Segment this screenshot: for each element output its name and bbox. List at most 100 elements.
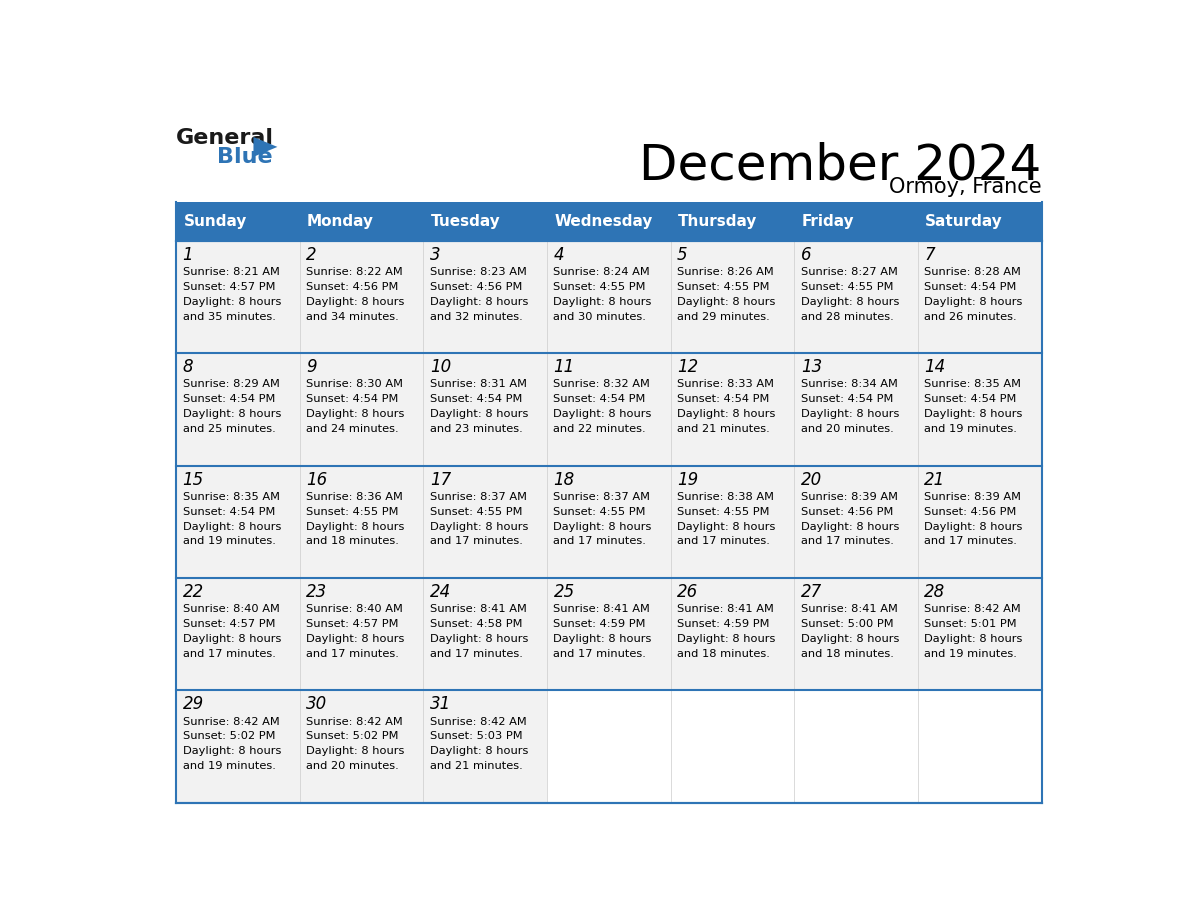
- Text: Sunrise: 8:41 AM: Sunrise: 8:41 AM: [801, 604, 898, 614]
- Text: Sunset: 4:54 PM: Sunset: 4:54 PM: [554, 395, 646, 404]
- Text: Daylight: 8 hours: Daylight: 8 hours: [924, 634, 1023, 644]
- Text: Daylight: 8 hours: Daylight: 8 hours: [430, 409, 529, 420]
- Text: Sunrise: 8:31 AM: Sunrise: 8:31 AM: [430, 379, 526, 389]
- Text: 29: 29: [183, 696, 204, 713]
- Text: Sunset: 4:57 PM: Sunset: 4:57 PM: [183, 282, 276, 292]
- Text: Sunset: 4:59 PM: Sunset: 4:59 PM: [554, 619, 646, 629]
- Polygon shape: [253, 137, 278, 157]
- Text: and 18 minutes.: and 18 minutes.: [677, 649, 770, 659]
- Text: Daylight: 8 hours: Daylight: 8 hours: [554, 634, 652, 644]
- Text: and 17 minutes.: and 17 minutes.: [183, 649, 276, 659]
- Text: Sunset: 4:54 PM: Sunset: 4:54 PM: [183, 395, 274, 404]
- Text: Sunrise: 8:39 AM: Sunrise: 8:39 AM: [801, 492, 898, 502]
- Text: Blue: Blue: [216, 147, 272, 167]
- Bar: [918, 578, 1042, 690]
- Bar: [299, 578, 423, 690]
- Bar: [918, 353, 1042, 465]
- Text: Sunset: 5:02 PM: Sunset: 5:02 PM: [183, 732, 276, 742]
- Text: Daylight: 8 hours: Daylight: 8 hours: [677, 297, 776, 307]
- Bar: [299, 202, 423, 241]
- Bar: [671, 202, 795, 241]
- Bar: [671, 353, 795, 465]
- Text: Sunset: 4:54 PM: Sunset: 4:54 PM: [677, 395, 770, 404]
- Text: Sunset: 4:55 PM: Sunset: 4:55 PM: [554, 282, 646, 292]
- Text: 17: 17: [430, 471, 451, 488]
- Text: December 2024: December 2024: [639, 142, 1042, 190]
- Text: and 17 minutes.: and 17 minutes.: [430, 536, 523, 546]
- Text: Sunset: 4:54 PM: Sunset: 4:54 PM: [307, 395, 399, 404]
- Text: and 18 minutes.: and 18 minutes.: [801, 649, 893, 659]
- Text: 5: 5: [677, 246, 688, 263]
- Text: 10: 10: [430, 358, 451, 376]
- Bar: [299, 465, 423, 578]
- Text: Sunset: 5:00 PM: Sunset: 5:00 PM: [801, 619, 893, 629]
- Text: 8: 8: [183, 358, 194, 376]
- Text: Sunset: 5:02 PM: Sunset: 5:02 PM: [307, 732, 399, 742]
- Text: 20: 20: [801, 471, 822, 488]
- Text: and 19 minutes.: and 19 minutes.: [183, 536, 276, 546]
- Text: 11: 11: [554, 358, 575, 376]
- Text: and 17 minutes.: and 17 minutes.: [677, 536, 770, 546]
- Text: 24: 24: [430, 583, 451, 601]
- Text: Sunrise: 8:40 AM: Sunrise: 8:40 AM: [183, 604, 279, 614]
- Text: 7: 7: [924, 246, 935, 263]
- Text: 12: 12: [677, 358, 699, 376]
- Text: Daylight: 8 hours: Daylight: 8 hours: [183, 409, 280, 420]
- Text: Sunset: 4:58 PM: Sunset: 4:58 PM: [430, 619, 523, 629]
- Text: 31: 31: [430, 696, 451, 713]
- Text: Daylight: 8 hours: Daylight: 8 hours: [924, 521, 1023, 532]
- Text: Daylight: 8 hours: Daylight: 8 hours: [801, 409, 899, 420]
- Text: Sunrise: 8:42 AM: Sunrise: 8:42 AM: [307, 717, 403, 727]
- Text: Sunset: 4:55 PM: Sunset: 4:55 PM: [307, 507, 399, 517]
- Bar: [176, 202, 299, 241]
- Text: Sunrise: 8:41 AM: Sunrise: 8:41 AM: [554, 604, 650, 614]
- Text: and 20 minutes.: and 20 minutes.: [307, 761, 399, 771]
- Bar: [671, 465, 795, 578]
- Text: Sunrise: 8:21 AM: Sunrise: 8:21 AM: [183, 267, 279, 277]
- Text: Daylight: 8 hours: Daylight: 8 hours: [183, 634, 280, 644]
- Bar: [795, 241, 918, 353]
- Text: Daylight: 8 hours: Daylight: 8 hours: [677, 409, 776, 420]
- Text: Sunrise: 8:33 AM: Sunrise: 8:33 AM: [677, 379, 775, 389]
- Text: and 17 minutes.: and 17 minutes.: [430, 649, 523, 659]
- Text: and 17 minutes.: and 17 minutes.: [924, 536, 1017, 546]
- Text: and 17 minutes.: and 17 minutes.: [554, 536, 646, 546]
- Bar: [299, 241, 423, 353]
- Text: Sunrise: 8:32 AM: Sunrise: 8:32 AM: [554, 379, 650, 389]
- Text: and 23 minutes.: and 23 minutes.: [430, 424, 523, 434]
- Text: Daylight: 8 hours: Daylight: 8 hours: [183, 521, 280, 532]
- Text: Sunset: 4:54 PM: Sunset: 4:54 PM: [430, 395, 523, 404]
- Text: Ormoy, France: Ormoy, France: [889, 177, 1042, 197]
- Text: Daylight: 8 hours: Daylight: 8 hours: [307, 297, 405, 307]
- Text: Daylight: 8 hours: Daylight: 8 hours: [430, 521, 529, 532]
- Text: Tuesday: Tuesday: [431, 214, 500, 229]
- Text: Daylight: 8 hours: Daylight: 8 hours: [430, 634, 529, 644]
- Bar: [546, 578, 671, 690]
- Bar: [423, 353, 546, 465]
- Bar: [795, 465, 918, 578]
- Text: Sunset: 4:55 PM: Sunset: 4:55 PM: [430, 507, 523, 517]
- Text: 22: 22: [183, 583, 204, 601]
- Text: Daylight: 8 hours: Daylight: 8 hours: [430, 297, 529, 307]
- Text: Daylight: 8 hours: Daylight: 8 hours: [801, 297, 899, 307]
- Text: Sunrise: 8:23 AM: Sunrise: 8:23 AM: [430, 267, 526, 277]
- Text: 19: 19: [677, 471, 699, 488]
- Text: 28: 28: [924, 583, 946, 601]
- Text: and 35 minutes.: and 35 minutes.: [183, 311, 276, 321]
- Text: Sunset: 4:57 PM: Sunset: 4:57 PM: [183, 619, 276, 629]
- Text: Daylight: 8 hours: Daylight: 8 hours: [307, 634, 405, 644]
- Text: Sunrise: 8:37 AM: Sunrise: 8:37 AM: [430, 492, 526, 502]
- Text: Daylight: 8 hours: Daylight: 8 hours: [307, 521, 405, 532]
- Text: and 20 minutes.: and 20 minutes.: [801, 424, 893, 434]
- Text: Sunrise: 8:28 AM: Sunrise: 8:28 AM: [924, 267, 1022, 277]
- Text: and 26 minutes.: and 26 minutes.: [924, 311, 1017, 321]
- Text: and 17 minutes.: and 17 minutes.: [801, 536, 893, 546]
- Text: and 19 minutes.: and 19 minutes.: [924, 649, 1017, 659]
- Text: Sunset: 4:54 PM: Sunset: 4:54 PM: [924, 282, 1017, 292]
- Bar: [795, 353, 918, 465]
- Text: and 34 minutes.: and 34 minutes.: [307, 311, 399, 321]
- Text: Sunrise: 8:34 AM: Sunrise: 8:34 AM: [801, 379, 898, 389]
- Text: Sunset: 4:56 PM: Sunset: 4:56 PM: [430, 282, 523, 292]
- Text: General: General: [176, 128, 274, 148]
- Text: and 30 minutes.: and 30 minutes.: [554, 311, 646, 321]
